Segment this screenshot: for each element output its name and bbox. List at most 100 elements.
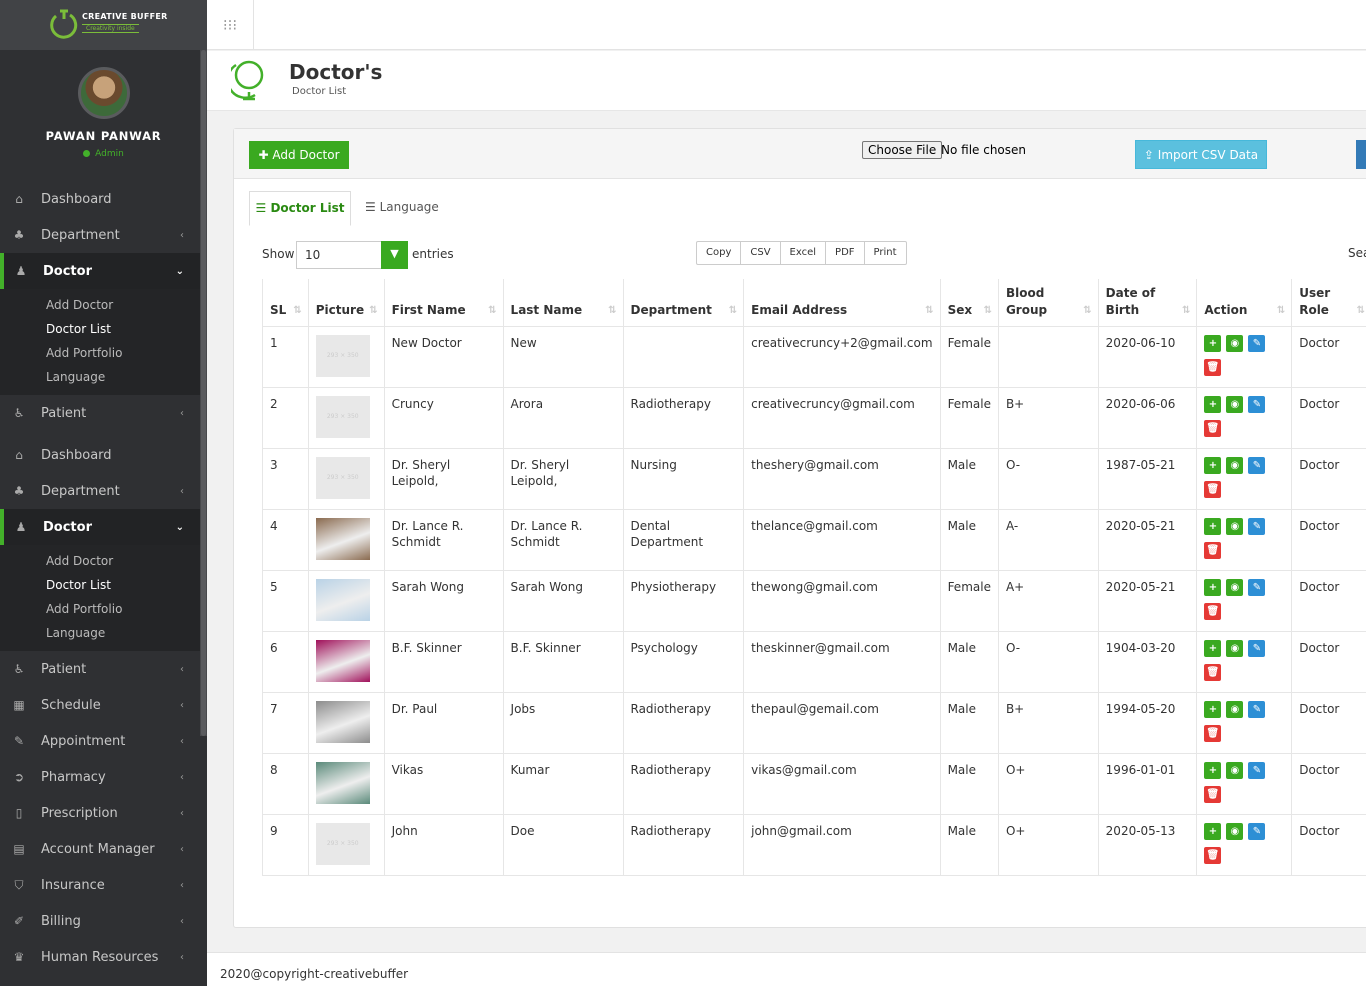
add-button[interactable]: + — [1204, 395, 1222, 413]
submenu-item-add-portfolio[interactable]: Add Portfolio — [46, 346, 123, 360]
sidebar-item-dashboard[interactable]: ⌂ Dashboard — [0, 181, 200, 217]
submit-button[interactable] — [1356, 140, 1366, 169]
sort-icon[interactable]: ⇅ — [983, 304, 992, 316]
edit-icon[interactable]: ✎ — [1248, 517, 1266, 535]
col-header-email-address[interactable]: Email Address ⇅ — [743, 279, 941, 327]
edit-icon[interactable]: ✎ — [1248, 761, 1266, 779]
col-header-sex[interactable]: Sex ⇅ — [939, 279, 999, 327]
add-button[interactable]: + — [1204, 517, 1222, 535]
add-doctor-button[interactable]: ✚ Add Doctor — [249, 141, 349, 169]
edit-icon[interactable]: ✎ — [1248, 639, 1266, 657]
avatar[interactable] — [77, 67, 130, 119]
add-button[interactable]: + — [1204, 334, 1222, 352]
sort-icon[interactable]: ⇅ — [293, 304, 302, 316]
submenu-item-language[interactable]: Language — [46, 626, 106, 640]
sidebar-item-account-manager[interactable]: ▤ Account Manager ‹ — [0, 831, 200, 867]
sort-icon[interactable]: ⇅ — [488, 304, 497, 316]
edit-icon[interactable]: ✎ — [1248, 700, 1266, 718]
edit-icon[interactable]: ✎ — [1248, 578, 1266, 596]
delete-trash-icon[interactable]: 🗑 — [1204, 480, 1222, 498]
submenu-item-language[interactable]: Language — [46, 370, 106, 384]
sidebar-item-patient[interactable]: ♿ Patient ‹ — [0, 651, 200, 687]
view-eye-icon[interactable]: ◉ — [1226, 395, 1244, 413]
print-button[interactable]: Print — [873, 247, 897, 258]
delete-trash-icon[interactable]: 🗑 — [1204, 724, 1222, 742]
sort-icon[interactable]: ⇅ — [1276, 304, 1286, 316]
sidebar-item-doctor[interactable]: ♟ Doctor ⌄ — [0, 509, 200, 545]
submenu-item-doctor-list[interactable]: Doctor List — [46, 322, 111, 336]
sidebar-item-label: Schedule — [41, 697, 101, 713]
submenu-item-add-doctor[interactable]: Add Doctor — [46, 554, 114, 568]
pdf-button[interactable]: PDF — [826, 242, 865, 264]
view-eye-icon[interactable]: ◉ — [1226, 334, 1244, 352]
sidebar-item-prescription[interactable]: ▯ Prescription ‹ — [0, 795, 200, 831]
tab-language[interactable]: ☰ Language — [365, 191, 439, 226]
choose-file-button[interactable]: Choose File — [862, 141, 943, 159]
submenu-item-add-doctor[interactable]: Add Doctor — [46, 298, 114, 312]
edit-icon[interactable]: ✎ — [1248, 395, 1266, 413]
view-eye-icon[interactable]: ◉ — [1226, 822, 1244, 840]
csv-button[interactable]: CSV — [741, 242, 781, 264]
add-button[interactable]: + — [1204, 639, 1222, 657]
sort-icon[interactable]: ⇅ — [925, 304, 934, 316]
add-button[interactable]: + — [1204, 761, 1222, 779]
import-csv-button[interactable]: ⇪ Import CSV Data — [1135, 140, 1267, 169]
col-header-department[interactable]: Department ⇅ — [622, 279, 745, 327]
view-eye-icon[interactable]: ◉ — [1226, 700, 1244, 718]
col-header-first-name[interactable]: First Name ⇅ — [383, 279, 504, 327]
delete-trash-icon[interactable]: 🗑 — [1204, 663, 1222, 681]
sort-icon[interactable]: ⇅ — [1182, 304, 1191, 316]
sidebar-item-human-resources[interactable]: ♛ Human Resources ‹ — [0, 939, 200, 975]
edit-icon[interactable]: ✎ — [1248, 334, 1266, 352]
chevron-down-icon[interactable]: ▼ — [381, 241, 408, 269]
sort-icon[interactable]: ⇅ — [608, 304, 617, 316]
sidebar-item-insurance[interactable]: ⛉ Insurance ‹ — [0, 867, 200, 903]
add-button[interactable]: + — [1204, 456, 1222, 474]
delete-trash-icon[interactable]: 🗑 — [1204, 419, 1222, 437]
sort-icon[interactable]: ⇅ — [1083, 304, 1092, 316]
sidebar-item-department[interactable]: ♣ Department ‹ — [0, 217, 200, 253]
col-header-sl[interactable]: SL ⇅ — [262, 279, 309, 327]
brand[interactable]: CREATIVE BUFFER Creativity inside — [0, 0, 207, 50]
entries-select[interactable]: 10 ▼ — [296, 241, 408, 269]
col-header-date-of-birth[interactable]: Date of Birth ⇅ — [1097, 279, 1198, 327]
sidebar-item-schedule[interactable]: ▦ Schedule ‹ — [0, 687, 200, 723]
sidebar-item-department[interactable]: ♣ Department ‹ — [0, 473, 200, 509]
delete-trash-icon[interactable]: 🗑 — [1204, 785, 1222, 803]
delete-trash-icon[interactable]: 🗑 — [1204, 846, 1222, 864]
sort-icon[interactable]: ⇅ — [1356, 304, 1365, 316]
edit-icon[interactable]: ✎ — [1248, 456, 1266, 474]
add-button[interactable]: + — [1204, 822, 1222, 840]
sidebar-item-billing[interactable]: ✐ Billing ‹ — [0, 903, 200, 939]
tab-doctor-list[interactable]: ☰ Doctor List — [249, 191, 351, 226]
sidebar-item-patient[interactable]: ♿ Patient ‹ — [0, 395, 200, 431]
view-eye-icon[interactable]: ◉ — [1226, 761, 1244, 779]
col-header-picture[interactable]: Picture ⇅ — [307, 279, 385, 327]
view-eye-icon[interactable]: ◉ — [1226, 517, 1244, 535]
view-eye-icon[interactable]: ◉ — [1226, 578, 1244, 596]
col-header-user-role[interactable]: User Role ⇅ — [1291, 279, 1366, 327]
add-button[interactable]: + — [1204, 700, 1222, 718]
sidebar-item-pharmacy[interactable]: ➲ Pharmacy ‹ — [0, 759, 200, 795]
sidebar-item-appointment[interactable]: ✎ Appointment ‹ — [0, 723, 200, 759]
view-eye-icon[interactable]: ◉ — [1226, 639, 1244, 657]
view-eye-icon[interactable]: ◉ — [1226, 456, 1244, 474]
submenu-item-doctor-list[interactable]: Doctor List — [46, 578, 111, 592]
edit-icon[interactable]: ✎ — [1248, 822, 1266, 840]
sidebar-item-doctor[interactable]: ♟ Doctor ⌄ — [0, 253, 200, 289]
delete-trash-icon[interactable]: 🗑 — [1204, 602, 1222, 620]
col-header-last-name[interactable]: Last Name ⇅ — [502, 279, 624, 327]
sort-icon[interactable]: ⇅ — [728, 304, 738, 316]
copy-button[interactable]: Copy — [697, 242, 742, 264]
apps-grid-icon[interactable]: ⁝⁝⁝ — [207, 0, 254, 50]
col-header-blood-group[interactable]: Blood Group ⇅ — [997, 279, 1099, 327]
sidebar-item-dashboard[interactable]: ⌂ Dashboard — [0, 437, 200, 473]
delete-trash-icon[interactable]: 🗑 — [1204, 541, 1222, 559]
add-button[interactable]: + — [1204, 578, 1222, 596]
sidebar-scrollbar[interactable] — [200, 50, 207, 736]
submenu-item-add-portfolio[interactable]: Add Portfolio — [46, 602, 123, 616]
delete-trash-icon[interactable]: 🗑 — [1204, 358, 1222, 376]
sort-icon[interactable]: ⇅ — [369, 304, 378, 316]
col-header-action[interactable]: Action ⇅ — [1196, 279, 1293, 327]
excel-button[interactable]: Excel — [781, 242, 827, 264]
